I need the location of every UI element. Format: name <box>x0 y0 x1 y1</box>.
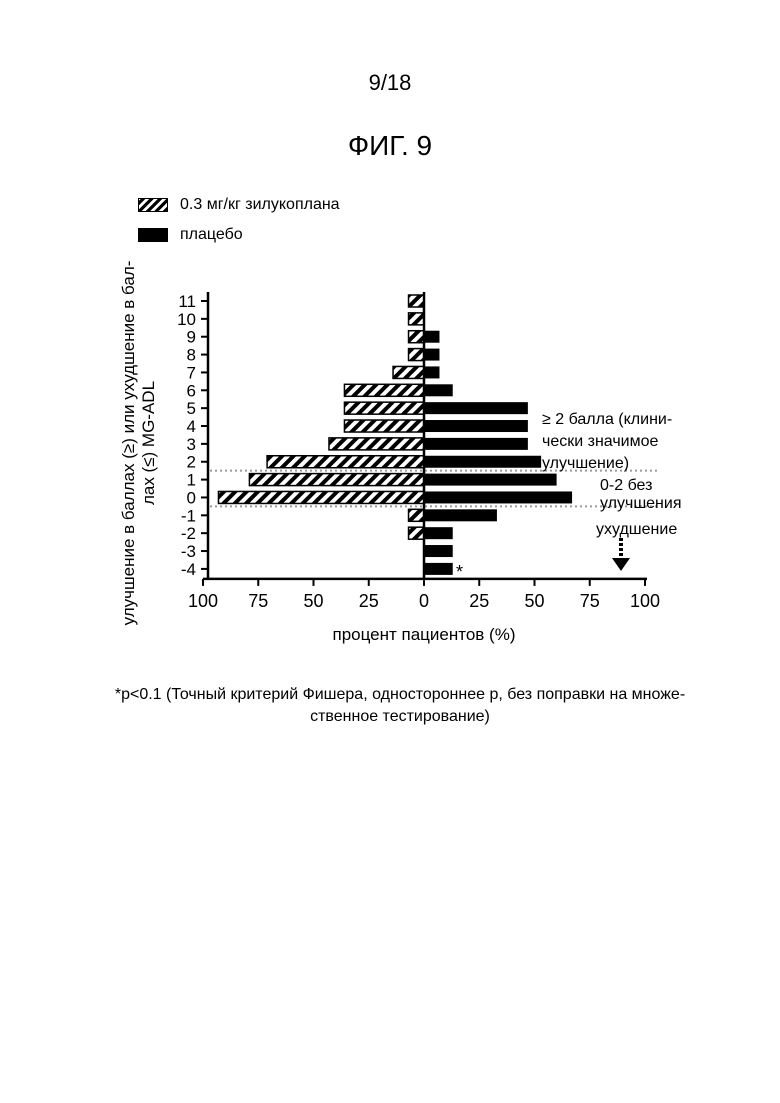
y-axis-label-line2: лах (≤) MG-ADL <box>139 381 158 505</box>
bar-placebo--1 <box>424 509 497 521</box>
footnote-line-1: *p<0.1 (Точный критерий Фишера, одностор… <box>100 684 700 706</box>
bar-zilucoplan--2 <box>409 527 424 539</box>
bar-placebo-1 <box>424 474 557 486</box>
x-tick-label-1: 75 <box>248 591 268 611</box>
x-tick-label-3: 25 <box>359 591 379 611</box>
bar-placebo--4 <box>424 563 453 575</box>
y-tick-label-2: 2 <box>187 453 196 472</box>
y-tick-label-1: 1 <box>187 471 196 490</box>
y-axis-label-line1: улучшение в баллах (≥) или ухудшение в б… <box>119 261 138 626</box>
y-tick-label--4: -4 <box>181 560 196 579</box>
annotation-no-change-2: улучшения <box>600 495 682 512</box>
bar-chart: 11109876543210-1-2-3-4 10075502502550751… <box>0 0 780 680</box>
bar-placebo-3 <box>424 438 528 450</box>
series-placebo <box>424 331 572 575</box>
footnote: *p<0.1 (Точный критерий Фишера, одностор… <box>100 684 700 728</box>
y-axis-label: улучшение в баллах (≥) или ухудшение в б… <box>119 261 158 626</box>
bar-placebo-9 <box>424 331 439 343</box>
bar-placebo-7 <box>424 366 439 378</box>
bar-zilucoplan-5 <box>344 402 424 414</box>
footnote-line-2: ственное тестирование) <box>100 706 700 728</box>
bar-zilucoplan-1 <box>249 474 424 486</box>
annotation-no-change-1: 0-2 без <box>600 477 652 494</box>
series-zilucoplan <box>218 295 424 539</box>
down-arrow-icon <box>612 538 630 571</box>
bar-zilucoplan-6 <box>344 384 424 396</box>
y-tick-label-3: 3 <box>187 435 196 454</box>
x-axis-label: процент пациентов (%) <box>333 625 516 644</box>
bar-placebo-2 <box>424 456 541 468</box>
x-tick-label-7: 75 <box>580 591 600 611</box>
y-tick-label-4: 4 <box>187 417 196 436</box>
bar-zilucoplan-7 <box>393 366 424 378</box>
x-tick-label-2: 50 <box>303 591 323 611</box>
bar-zilucoplan-0 <box>218 491 424 503</box>
x-tick-label-8: 100 <box>630 591 660 611</box>
bar-placebo-6 <box>424 384 453 396</box>
y-tick-label-7: 7 <box>187 363 196 382</box>
bar-placebo--3 <box>424 545 453 557</box>
bar-placebo-0 <box>424 491 572 503</box>
bar-placebo-8 <box>424 349 439 361</box>
bar-zilucoplan-8 <box>409 349 424 361</box>
y-tick-label-5: 5 <box>187 399 196 418</box>
bar-zilucoplan--1 <box>409 509 424 521</box>
bar-placebo--2 <box>424 527 453 539</box>
bar-zilucoplan-3 <box>329 438 424 450</box>
y-tick-label--2: -2 <box>181 524 196 543</box>
bar-placebo-4 <box>424 420 528 432</box>
bar-zilucoplan-10 <box>409 313 424 325</box>
x-tick-label-0: 100 <box>188 591 218 611</box>
bar-zilucoplan-2 <box>267 456 424 468</box>
annotation-improvement-3: улучшение) <box>542 455 629 472</box>
x-tick-labels: 100 75 50 25 0 25 50 75 100 <box>188 591 660 611</box>
significance-marker: * <box>456 562 463 582</box>
bar-zilucoplan-11 <box>409 295 424 307</box>
x-tick-label-4: 0 <box>419 591 429 611</box>
y-tick-label-10: 10 <box>177 310 196 329</box>
y-tick-label-9: 9 <box>187 328 196 347</box>
x-tick-label-6: 50 <box>524 591 544 611</box>
y-tick-label--3: -3 <box>181 542 196 561</box>
y-tick-label--1: -1 <box>181 506 196 525</box>
x-tick-label-5: 25 <box>469 591 489 611</box>
annotation-improvement-1: ≥ 2 балла (клини- <box>542 411 672 428</box>
annotation-improvement-2: чески значимое <box>542 433 659 450</box>
y-tick-labels: 11109876543210-1-2-3-4 <box>177 292 196 579</box>
bar-placebo-5 <box>424 402 528 414</box>
y-tick-label-8: 8 <box>187 346 196 365</box>
y-tick-label-11: 11 <box>178 292 196 311</box>
bar-zilucoplan-4 <box>344 420 424 432</box>
y-tick-label-0: 0 <box>187 488 196 507</box>
annotation-worsening: ухудшение <box>596 521 677 538</box>
y-tick-label-6: 6 <box>187 381 196 400</box>
bar-zilucoplan-9 <box>409 331 424 343</box>
